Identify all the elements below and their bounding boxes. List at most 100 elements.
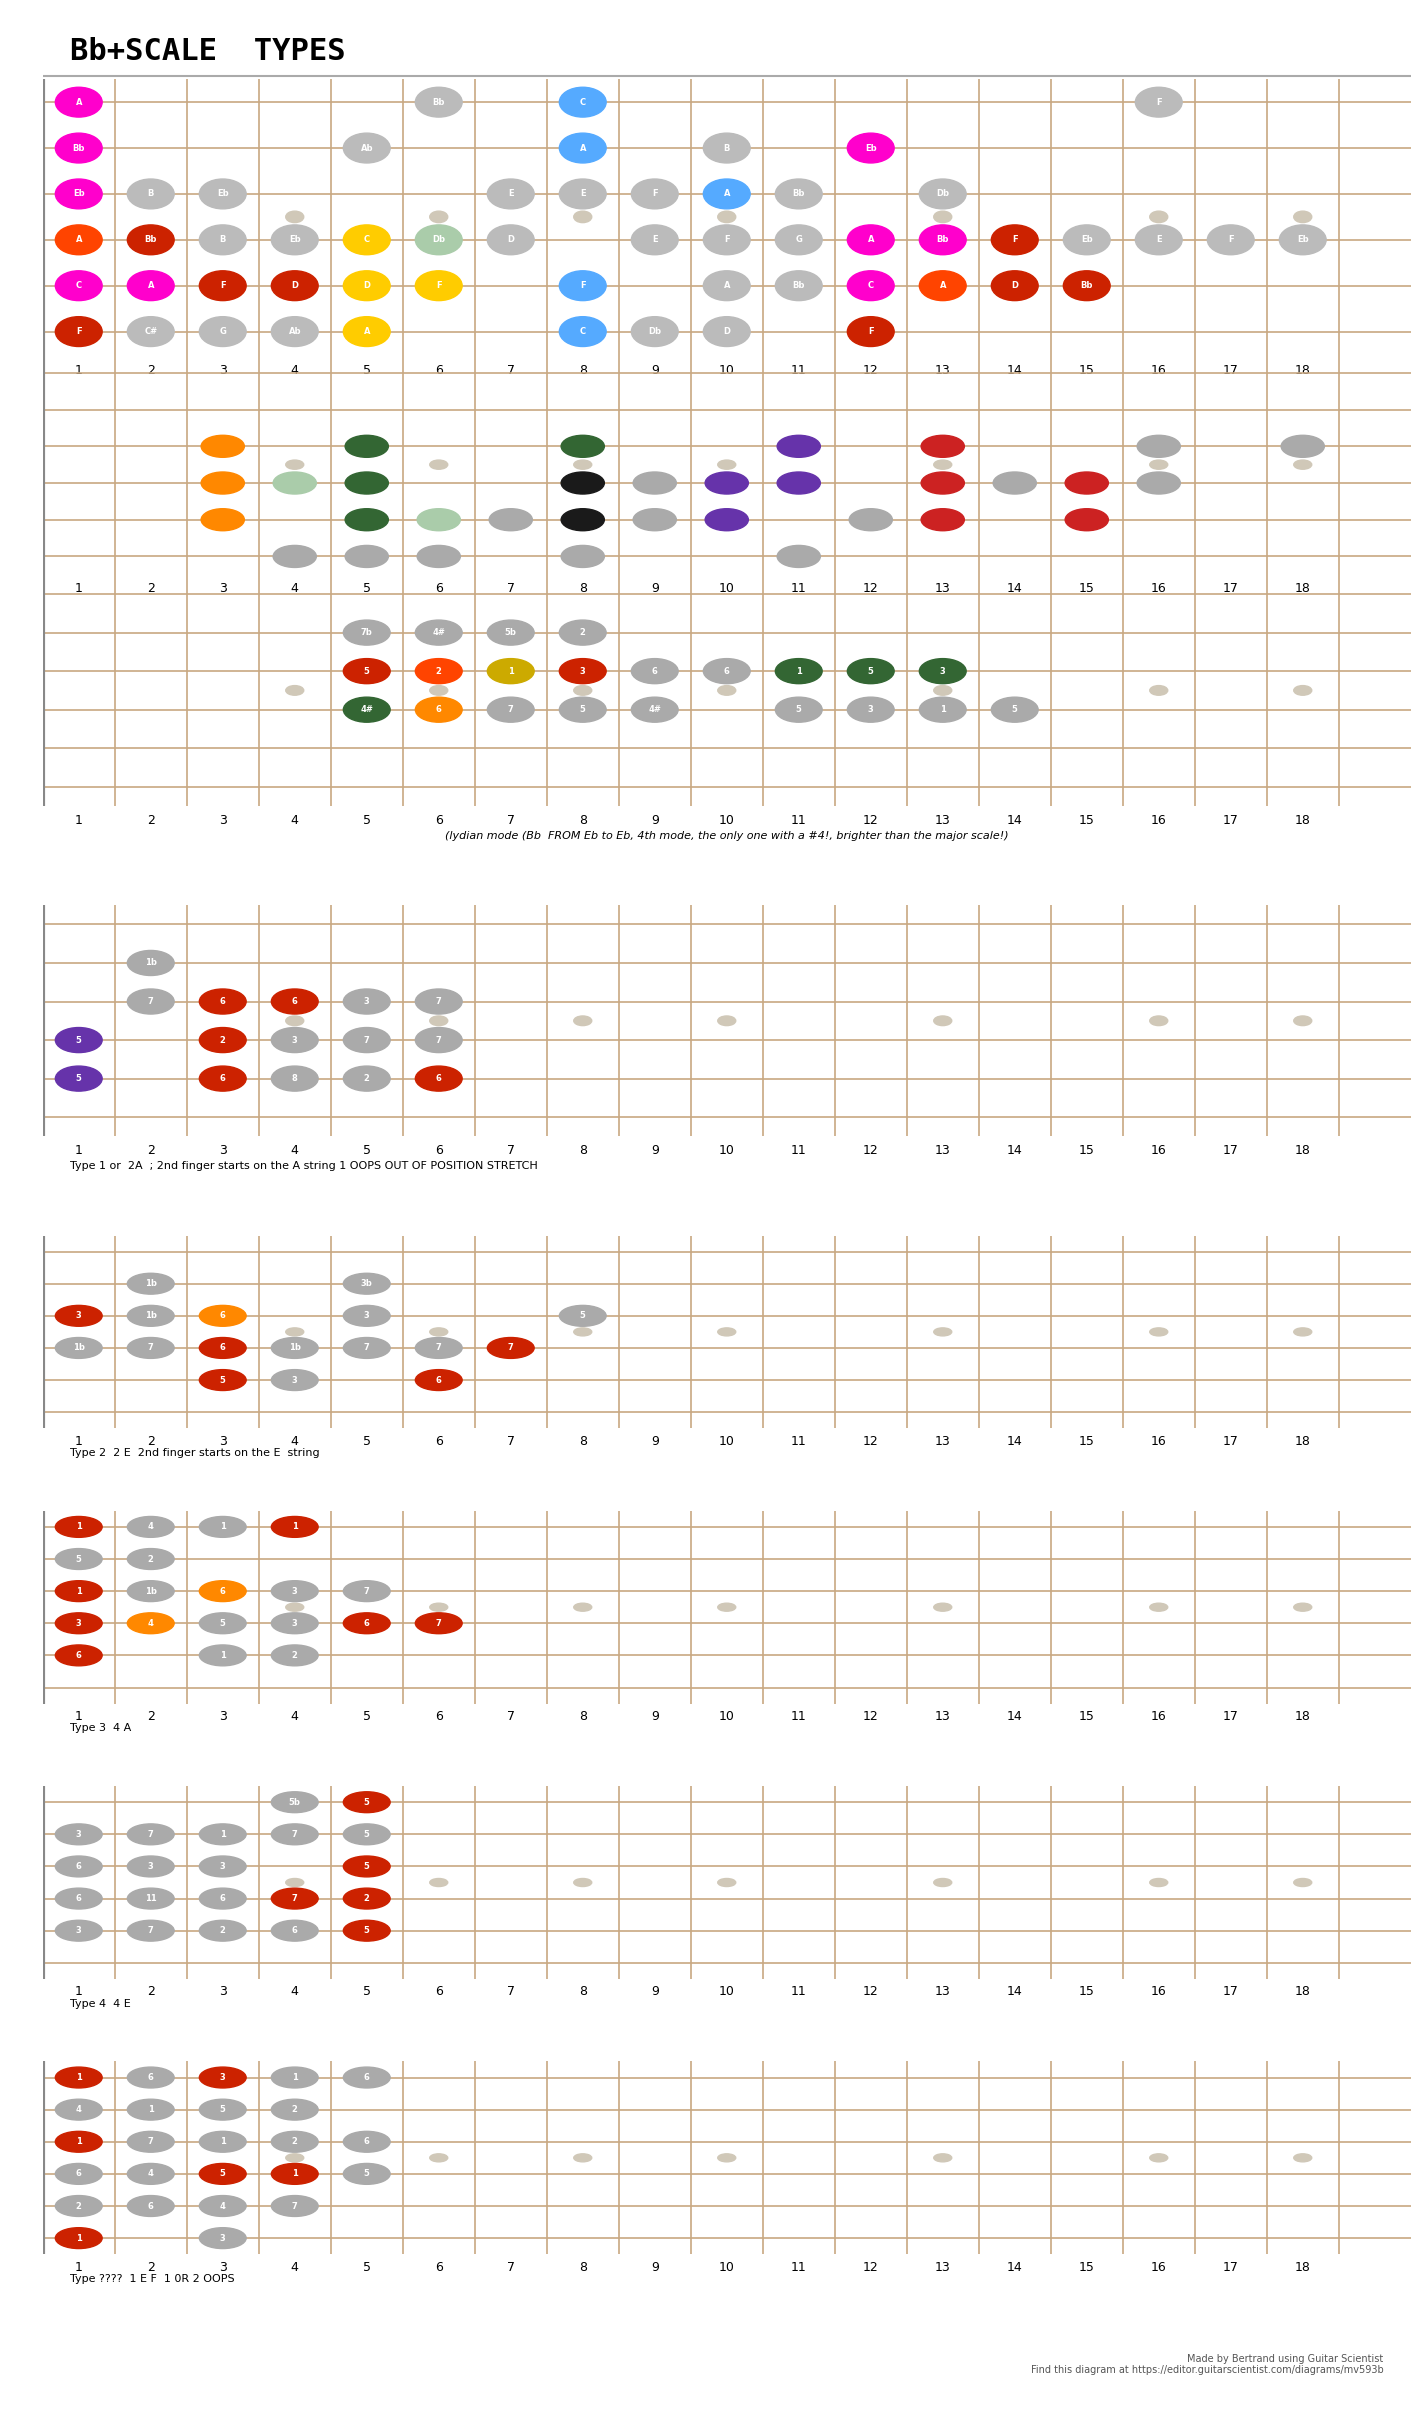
Ellipse shape [1294,1880,1312,1887]
Text: 13: 13 [935,1145,950,1157]
Text: 7: 7 [507,1145,514,1157]
Text: 2: 2 [147,1145,155,1157]
Ellipse shape [56,133,103,162]
Text: 6: 6 [219,1894,225,1904]
Text: 12: 12 [864,814,879,826]
Text: F: F [1012,234,1017,244]
Ellipse shape [127,1824,174,1846]
Ellipse shape [1150,686,1167,696]
Ellipse shape [487,225,534,254]
Ellipse shape [200,1580,247,1602]
Text: 17: 17 [1223,582,1238,594]
Ellipse shape [56,1065,103,1092]
Ellipse shape [704,660,750,684]
Ellipse shape [415,1614,462,1633]
Text: 3: 3 [219,1863,225,1870]
Ellipse shape [56,1580,103,1602]
Text: 9: 9 [651,582,658,594]
Text: 5: 5 [219,1375,225,1384]
Ellipse shape [271,2068,318,2087]
Ellipse shape [200,271,247,300]
Ellipse shape [1136,87,1183,116]
Ellipse shape [775,660,822,684]
Text: 6: 6 [219,1343,225,1353]
Text: F: F [1156,97,1161,106]
Text: 2: 2 [363,1075,369,1082]
Ellipse shape [200,1370,247,1392]
Ellipse shape [1294,686,1312,696]
Ellipse shape [775,225,822,254]
Text: 1: 1 [219,1522,225,1532]
Ellipse shape [127,988,174,1015]
Ellipse shape [271,1065,318,1092]
Ellipse shape [574,210,591,222]
Text: 7: 7 [436,1343,442,1353]
Text: 14: 14 [1007,1711,1023,1723]
Ellipse shape [561,435,604,457]
Text: 6: 6 [363,2073,369,2083]
Text: 5: 5 [363,1435,370,1447]
Ellipse shape [271,2100,318,2121]
Text: 1: 1 [74,582,83,594]
Text: 1: 1 [74,2261,83,2273]
Text: 11: 11 [791,1711,807,1723]
Text: 3: 3 [219,1145,227,1157]
Ellipse shape [271,2162,318,2184]
Text: 6: 6 [435,582,443,594]
Ellipse shape [921,435,965,457]
Ellipse shape [200,2228,247,2249]
Text: 4: 4 [291,582,299,594]
Ellipse shape [487,660,534,684]
Ellipse shape [56,1889,103,1909]
Text: 2: 2 [148,1553,154,1563]
Text: 16: 16 [1151,1711,1167,1723]
Text: 3: 3 [76,1312,81,1319]
Ellipse shape [919,698,966,722]
Text: 17: 17 [1223,1986,1238,1998]
Text: 6: 6 [219,998,225,1005]
Text: D: D [724,326,730,336]
Text: Bb: Bb [936,234,949,244]
Text: E: E [21,97,27,106]
Text: 6: 6 [436,1375,442,1384]
Text: 1b: 1b [289,1343,301,1353]
Text: 6: 6 [76,1863,81,1870]
Ellipse shape [561,546,604,568]
Text: 3: 3 [76,1619,81,1628]
Ellipse shape [127,1305,174,1326]
Ellipse shape [343,1580,390,1602]
Text: 17: 17 [1223,365,1238,377]
Text: E: E [1156,234,1161,244]
Ellipse shape [200,225,247,254]
Ellipse shape [345,471,389,493]
Text: 5: 5 [868,667,874,676]
Text: 6: 6 [363,2138,369,2145]
Text: 5: 5 [219,2104,225,2114]
Text: 14: 14 [1007,2261,1023,2273]
Ellipse shape [271,1889,318,1909]
Ellipse shape [415,1370,462,1392]
Ellipse shape [919,225,966,254]
Ellipse shape [992,225,1039,254]
Ellipse shape [56,2228,103,2249]
Text: 2: 2 [292,1650,298,1660]
Text: 12: 12 [864,1986,879,1998]
Ellipse shape [271,1614,318,1633]
Ellipse shape [201,471,244,493]
Ellipse shape [704,133,750,162]
Ellipse shape [415,225,462,254]
Text: 11: 11 [791,814,807,826]
Bar [7,906,43,1136]
Ellipse shape [560,660,606,684]
Ellipse shape [415,1065,462,1092]
Ellipse shape [848,316,893,345]
Text: 5: 5 [363,1986,370,1998]
Ellipse shape [56,1517,103,1537]
Ellipse shape [1137,435,1180,457]
Ellipse shape [718,1017,735,1027]
Ellipse shape [415,660,462,684]
Text: 3: 3 [148,1863,154,1870]
Ellipse shape [271,316,318,345]
Ellipse shape [286,1604,304,1611]
Text: 3: 3 [580,667,586,676]
